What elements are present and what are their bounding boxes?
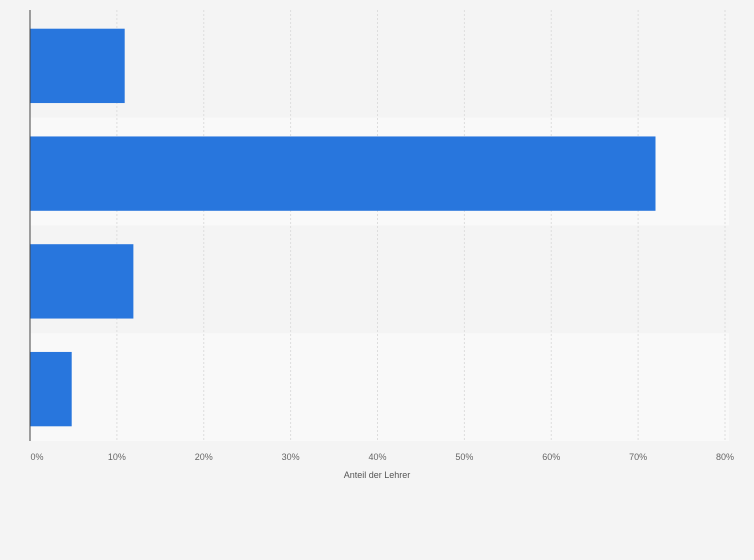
x-tick-label: 20% [195, 452, 213, 462]
row-bands [30, 10, 729, 441]
x-tick-label: 80% [716, 452, 734, 462]
x-tick-label: 40% [368, 452, 386, 462]
bar [30, 351, 72, 427]
x-tick-labels: 0% 10% 20% 30% 40% 50% 60% 70% 80% [30, 452, 734, 462]
bar [30, 28, 125, 104]
x-tick-label: 30% [282, 452, 300, 462]
x-tick-label: 10% [108, 452, 126, 462]
x-axis-title: Anteil der Lehrer [344, 470, 411, 480]
bars [30, 28, 656, 427]
bar [30, 244, 134, 319]
x-tick-label: 0% [30, 452, 43, 462]
x-tick-label: 60% [542, 452, 560, 462]
x-tick-label: 70% [629, 452, 647, 462]
row-band [30, 333, 729, 441]
x-tick-label: 50% [455, 452, 473, 462]
row-band [30, 10, 729, 118]
bar [30, 136, 656, 211]
row-band [30, 225, 729, 334]
